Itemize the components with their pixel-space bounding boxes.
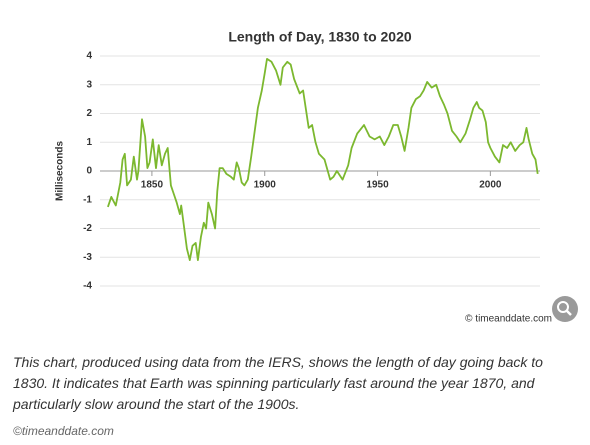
zoom-button[interactable] <box>552 296 578 322</box>
watermark: © timeanddate.com <box>465 314 552 325</box>
caption: This chart, produced using data from the… <box>13 354 543 412</box>
data-line <box>107 58 539 261</box>
x-tick-label: 2000 <box>479 180 502 191</box>
y-tick-label: -3 <box>83 252 92 263</box>
y-tick-label: 3 <box>86 79 92 90</box>
x-tick-label: 1850 <box>141 180 164 191</box>
y-tick-label: -1 <box>83 194 92 205</box>
y-tick-label: 4 <box>86 51 92 62</box>
y-tick-label: 1 <box>86 137 92 148</box>
chart: Length of Day, 1830 to 2020 Milliseconds… <box>55 29 578 325</box>
y-tick-label: -4 <box>83 281 92 292</box>
y-axis-label: Milliseconds <box>55 141 66 201</box>
y-tick-label: -2 <box>83 223 92 234</box>
chart-title: Length of Day, 1830 to 2020 <box>228 29 412 45</box>
x-tick-label: 1950 <box>366 180 389 191</box>
credit: ©timeanddate.com <box>13 424 114 438</box>
x-tick-label: 1900 <box>254 180 277 191</box>
y-tick-label: 2 <box>86 108 92 119</box>
y-tick-label: 0 <box>86 166 92 177</box>
